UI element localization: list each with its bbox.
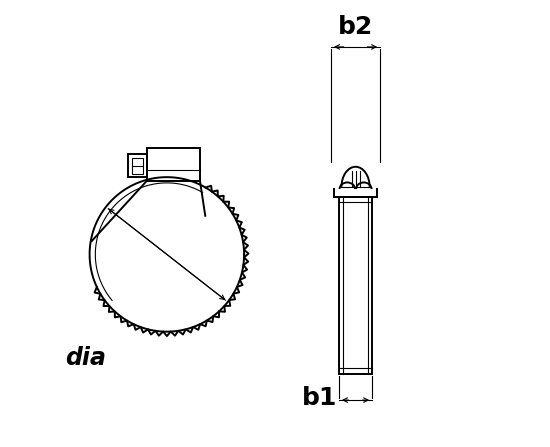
- Text: dia: dia: [65, 346, 106, 370]
- Text: b2: b2: [338, 15, 373, 39]
- Text: b1: b1: [301, 386, 337, 410]
